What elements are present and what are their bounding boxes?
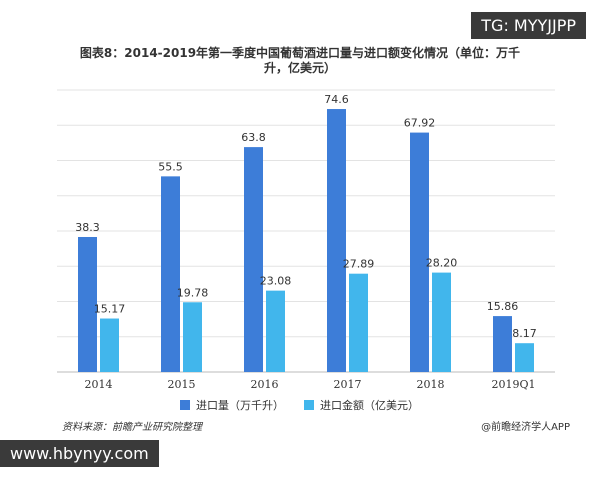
legend-swatch <box>304 400 314 410</box>
x-tick-label: 2019Q1 <box>491 378 535 391</box>
bar <box>432 272 451 372</box>
chart-title: 图表8：2014-2019年第一季度中国葡萄酒进口量与进口额变化情况（单位：万千… <box>79 46 521 75</box>
data-label: 63.8 <box>241 131 266 144</box>
bar <box>410 132 429 372</box>
source-note: 资料来源：前瞻产业研究院整理 <box>62 421 204 433</box>
watermark: www.hbynyy.com <box>0 440 159 467</box>
data-label: 74.6 <box>324 93 349 106</box>
data-label: 19.78 <box>177 286 209 299</box>
data-label: 28.20 <box>426 257 458 270</box>
legend-label: 进口量（万千升） <box>196 399 284 412</box>
bar <box>100 318 119 372</box>
bar <box>244 147 263 372</box>
x-tick-label: 2018 <box>417 378 445 391</box>
brand-note: @前瞻经济学人APP <box>481 420 570 433</box>
watermark: TG: MYYJJPP <box>471 12 586 39</box>
data-label: 67.92 <box>404 117 436 130</box>
x-tick-label: 2014 <box>85 378 113 391</box>
data-label: 38.3 <box>75 221 100 234</box>
bar <box>161 176 180 372</box>
bar <box>266 290 285 372</box>
data-label: 8.17 <box>512 327 537 340</box>
bar <box>493 316 512 372</box>
data-label: 23.08 <box>260 275 292 288</box>
bar <box>327 109 346 372</box>
x-tick-label: 2017 <box>334 378 362 391</box>
x-tick-label: 2016 <box>251 378 279 391</box>
bar <box>183 302 202 372</box>
data-label: 15.17 <box>94 303 126 316</box>
data-label: 55.5 <box>158 160 183 173</box>
legend-label: 进口金额（亿美元） <box>320 398 419 412</box>
bar <box>349 273 368 372</box>
legend-swatch <box>180 400 190 410</box>
bar <box>515 343 534 372</box>
x-tick-label: 2015 <box>168 378 196 391</box>
data-label: 27.89 <box>343 258 375 271</box>
data-label: 15.86 <box>487 300 519 313</box>
bar <box>78 236 97 372</box>
